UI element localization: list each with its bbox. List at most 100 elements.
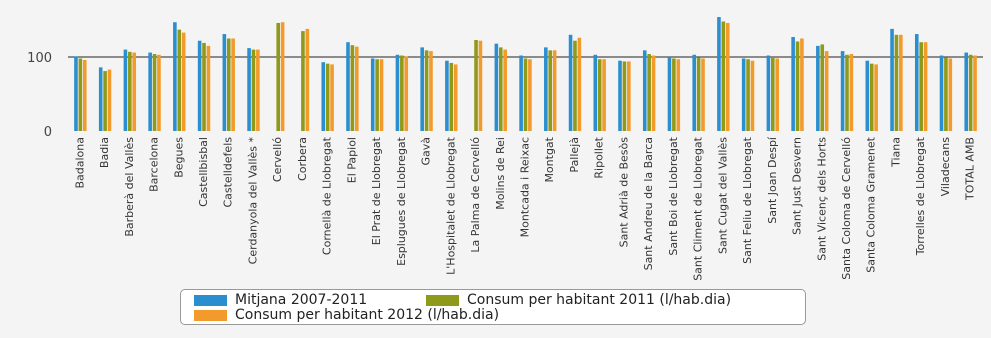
bar bbox=[173, 22, 177, 131]
bar bbox=[420, 47, 424, 131]
legend-item-2012: Consum per habitant 2012 (l/hab.dia) bbox=[194, 307, 499, 323]
x-tick-label: Corbera bbox=[296, 137, 309, 181]
bar bbox=[494, 43, 499, 131]
bar bbox=[498, 47, 503, 131]
x-tick-label: Castelldefels bbox=[222, 137, 235, 208]
bar bbox=[350, 45, 355, 131]
bar bbox=[544, 47, 548, 131]
bar bbox=[795, 41, 800, 131]
bar bbox=[845, 54, 849, 131]
bar bbox=[800, 38, 804, 131]
x-tick-label: L'Hospitalet de Llobregat bbox=[444, 136, 457, 275]
x-tick-label: Ripollet bbox=[593, 136, 606, 178]
x-tick-label: Cerdanyola del Vallès * bbox=[246, 137, 259, 265]
bar bbox=[923, 42, 928, 132]
bar bbox=[301, 31, 305, 132]
bar bbox=[667, 57, 672, 131]
bar bbox=[528, 59, 532, 131]
bar bbox=[914, 34, 919, 132]
bar bbox=[404, 56, 409, 132]
bar bbox=[354, 46, 359, 131]
plot-area bbox=[68, 17, 983, 132]
bar bbox=[874, 64, 878, 131]
bar bbox=[445, 60, 449, 132]
x-tick-label: Barcelona bbox=[148, 137, 161, 192]
bar bbox=[107, 69, 112, 131]
bar bbox=[968, 54, 973, 131]
bar bbox=[717, 17, 721, 131]
bar bbox=[123, 49, 128, 131]
x-tick-label: TOTAL AMB bbox=[964, 137, 977, 201]
bar bbox=[247, 48, 251, 132]
bar bbox=[840, 51, 845, 131]
x-tick-label: La Palma de Cervelló bbox=[469, 137, 482, 253]
x-tick-label: Barberà del Vallès bbox=[123, 137, 136, 237]
x-tick-label: Sant Andreu de la Barca bbox=[642, 137, 655, 270]
bar bbox=[197, 40, 202, 131]
bar bbox=[523, 58, 528, 132]
bar bbox=[395, 54, 400, 131]
bar bbox=[919, 42, 923, 132]
x-tick-label: Tiana bbox=[889, 137, 902, 168]
bar bbox=[226, 38, 231, 131]
bar bbox=[256, 49, 260, 131]
bar bbox=[816, 45, 820, 131]
x-tick-label: Pallejà bbox=[568, 137, 581, 173]
bar bbox=[503, 49, 507, 131]
bar bbox=[593, 54, 598, 131]
x-tick-label: Sant Cugat del Vallès bbox=[716, 137, 729, 254]
x-tick-label: Sant Joan Despí bbox=[766, 136, 779, 224]
bar bbox=[474, 39, 478, 132]
bar bbox=[865, 60, 870, 132]
bar bbox=[820, 44, 825, 131]
x-tick-label: Castellbisbal bbox=[197, 137, 210, 207]
bar bbox=[676, 59, 681, 131]
bar bbox=[899, 34, 903, 131]
bar bbox=[824, 51, 829, 131]
bar bbox=[766, 55, 771, 131]
bar bbox=[132, 52, 137, 132]
bar bbox=[890, 28, 894, 132]
bar bbox=[152, 54, 157, 131]
bar bbox=[276, 22, 281, 131]
bar bbox=[701, 58, 705, 132]
bar bbox=[791, 37, 795, 131]
bar bbox=[642, 50, 647, 132]
bar bbox=[379, 59, 384, 131]
bar bbox=[78, 58, 83, 132]
bar bbox=[424, 50, 429, 132]
x-tick-label: Molins de Rei bbox=[494, 137, 507, 210]
bar bbox=[552, 50, 557, 132]
bar bbox=[325, 63, 330, 131]
bar bbox=[98, 67, 103, 131]
bar bbox=[849, 54, 854, 131]
x-tick-label: Sant Climent de Llobregat bbox=[692, 136, 705, 280]
bar bbox=[770, 57, 775, 131]
bar bbox=[74, 56, 78, 132]
x-tick-label: Cervelló bbox=[271, 137, 284, 182]
bar bbox=[202, 42, 206, 131]
bar bbox=[672, 58, 676, 132]
bar bbox=[746, 59, 750, 131]
bar bbox=[725, 22, 730, 131]
x-tick-label: Montgat bbox=[543, 136, 556, 182]
bar bbox=[346, 42, 350, 132]
bar bbox=[251, 49, 256, 131]
y-axis: 0 100 bbox=[27, 51, 52, 140]
bar bbox=[453, 64, 458, 131]
x-tick-label: Begues bbox=[172, 137, 185, 178]
legend-label-2011: Consum per habitant 2011 (l/hab.dia) bbox=[467, 292, 732, 308]
bar bbox=[103, 71, 107, 131]
x-tick-label: Sant Vicenç dels Horts bbox=[815, 137, 828, 261]
bar bbox=[568, 34, 573, 131]
x-tick-label: Sant Adrià de Besòs bbox=[617, 137, 630, 248]
legend-swatch-2011 bbox=[426, 294, 459, 306]
bar bbox=[429, 51, 433, 131]
x-tick-label: Sant Just Desvern bbox=[791, 137, 804, 235]
bar bbox=[869, 63, 874, 131]
y-tick-label: 100 bbox=[27, 51, 52, 66]
bar bbox=[750, 60, 755, 132]
bar bbox=[647, 54, 651, 131]
bar bbox=[375, 59, 379, 131]
